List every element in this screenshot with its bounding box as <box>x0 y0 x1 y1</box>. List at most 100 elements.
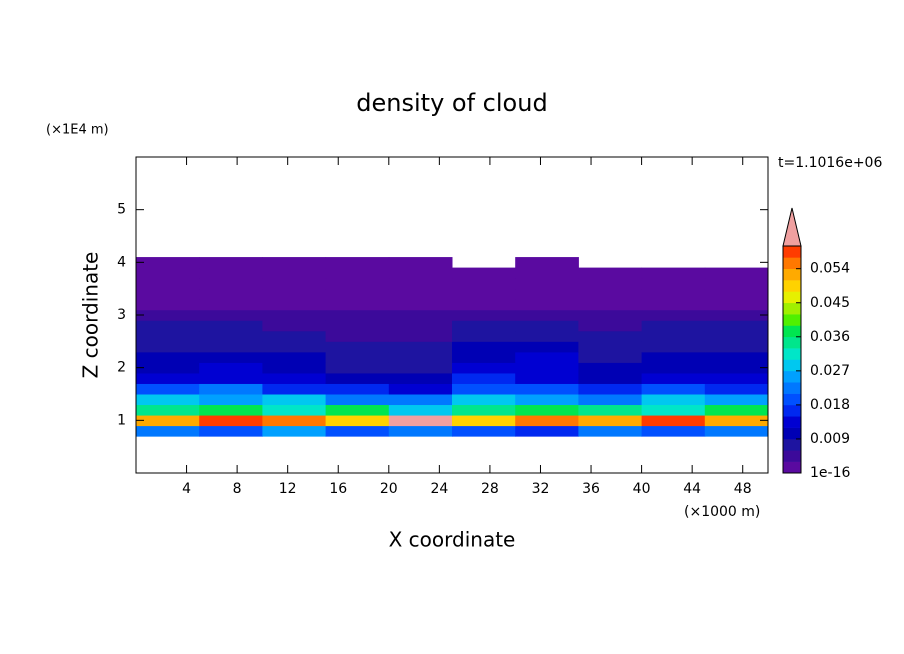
x-tick-label: 48 <box>734 481 752 497</box>
cell <box>704 288 769 300</box>
cell <box>641 362 706 374</box>
cell <box>641 372 706 384</box>
cell <box>641 425 706 437</box>
cell <box>452 299 516 311</box>
cell <box>199 309 263 321</box>
y-unit: (×1E4 m) <box>46 123 109 138</box>
cell <box>136 257 200 269</box>
cell <box>262 394 327 406</box>
colorbar-band <box>783 325 801 338</box>
cell <box>578 299 643 311</box>
colorbar-band <box>783 404 801 417</box>
cell <box>388 309 453 321</box>
cell <box>515 257 579 269</box>
cell <box>199 288 263 300</box>
colorbar-tick-label: 0.054 <box>810 261 850 277</box>
cell <box>578 320 643 332</box>
x-tick-label: 32 <box>532 481 550 497</box>
cell <box>641 394 706 406</box>
cell <box>388 351 453 363</box>
cell <box>325 425 390 437</box>
cell <box>136 394 200 406</box>
colorbar-tick-label: 0.018 <box>810 397 850 413</box>
colorbar-band <box>783 461 801 474</box>
cell <box>704 278 769 290</box>
colorbar-band <box>783 302 801 315</box>
cell <box>452 425 516 437</box>
x-tick-label: 8 <box>233 481 242 497</box>
cell <box>262 320 327 332</box>
cell <box>199 425 263 437</box>
y-tick-label: 4 <box>117 254 126 270</box>
colorbar-band <box>783 438 801 451</box>
cell <box>262 362 327 374</box>
cell <box>199 362 263 374</box>
x-tick-label: 28 <box>481 481 499 497</box>
cell <box>388 299 453 311</box>
cell <box>704 267 769 279</box>
cell <box>515 425 579 437</box>
cell <box>388 320 453 332</box>
cell <box>262 257 327 269</box>
colorbar-band <box>783 393 801 406</box>
cell <box>136 404 200 416</box>
cell <box>704 351 769 363</box>
cell <box>325 330 390 342</box>
cell <box>515 288 579 300</box>
colorbar-band <box>783 246 801 258</box>
cell <box>578 267 643 279</box>
cell <box>136 351 200 363</box>
cell <box>515 372 579 384</box>
cell <box>262 351 327 363</box>
cell <box>641 299 706 311</box>
x-tick-label: 12 <box>279 481 297 497</box>
y-tick-label: 5 <box>117 202 126 218</box>
cell <box>515 383 579 395</box>
cell <box>452 394 516 406</box>
cell <box>262 341 327 353</box>
colorbar-band <box>783 416 801 428</box>
cell <box>262 425 327 437</box>
cell <box>136 372 200 384</box>
cell <box>578 351 643 363</box>
cell <box>199 372 263 384</box>
colorbar-over <box>782 207 802 247</box>
colorbar-tick-label: 0.027 <box>810 363 850 379</box>
cell <box>388 425 453 437</box>
cell <box>325 288 390 300</box>
cell <box>388 372 453 384</box>
cell <box>136 415 200 427</box>
cell <box>262 383 327 395</box>
x-tick-label: 40 <box>633 481 651 497</box>
cell <box>199 394 263 406</box>
cell <box>136 267 200 279</box>
cell <box>388 394 453 406</box>
cell <box>325 299 390 311</box>
cell <box>515 404 579 416</box>
cell <box>199 330 263 342</box>
cell <box>452 383 516 395</box>
cell <box>325 415 390 427</box>
colorbar-frame <box>782 245 802 474</box>
cell <box>641 278 706 290</box>
cell <box>578 278 643 290</box>
cell <box>641 330 706 342</box>
cell <box>388 341 453 353</box>
cell <box>452 351 516 363</box>
cell <box>641 267 706 279</box>
cell <box>704 372 769 384</box>
cell <box>452 320 516 332</box>
x-tick-label: 36 <box>582 481 600 497</box>
cell <box>325 278 390 290</box>
cell <box>325 383 390 395</box>
cell <box>136 362 200 374</box>
cell <box>704 425 769 437</box>
cell <box>136 288 200 300</box>
cell <box>641 288 706 300</box>
cell <box>136 299 200 311</box>
y-tick-label: 3 <box>117 307 126 323</box>
colorbar-band <box>783 359 801 372</box>
cell <box>262 330 327 342</box>
cell <box>641 341 706 353</box>
cell <box>452 341 516 353</box>
